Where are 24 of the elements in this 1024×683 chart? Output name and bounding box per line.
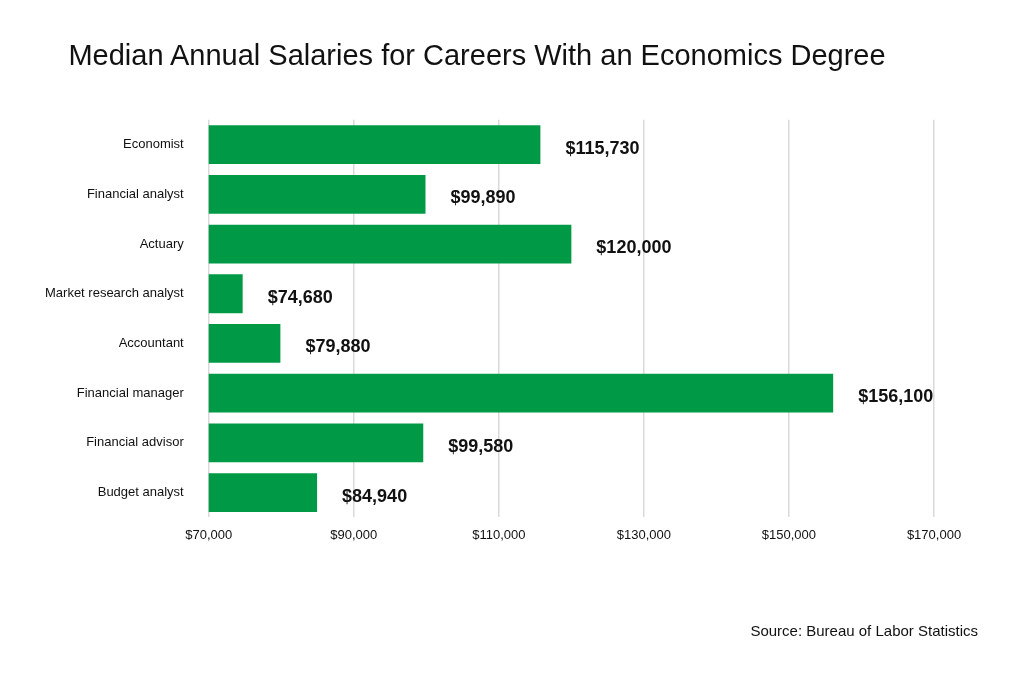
- data-label: $99,580: [448, 435, 514, 456]
- data-label: $120,000: [596, 237, 672, 258]
- x-tick-label: $90,000: [330, 526, 378, 542]
- x-tick-label: $70,000: [185, 526, 233, 542]
- x-tick-label: $170,000: [906, 526, 962, 542]
- y-tick-label: Accountant: [118, 335, 185, 351]
- chart-title: Median Annual Salaries for Careers With an Economics Degree: [68, 39, 886, 72]
- source-note: Source: Bureau of Labor Statistics: [750, 622, 978, 639]
- y-tick-label: Financial manager: [76, 384, 185, 400]
- y-tick-label: Actuary: [139, 235, 185, 251]
- x-tick-label: $110,000: [472, 526, 526, 542]
- data-label: $99,890: [450, 187, 516, 208]
- data-label: $115,730: [565, 137, 640, 158]
- y-tick-label: Financial analyst: [86, 185, 185, 201]
- data-label: $156,100: [858, 386, 934, 407]
- y-tick-label: Budget analyst: [97, 484, 185, 500]
- data-label: $79,880: [305, 336, 371, 357]
- data-label: $84,940: [342, 485, 408, 506]
- y-tick-label: Economist: [123, 136, 185, 152]
- y-tick-label: Financial advisor: [86, 434, 185, 450]
- x-tick-label: $130,000: [616, 526, 672, 542]
- data-label: $74,680: [267, 286, 333, 307]
- y-tick-label: Market research analyst: [44, 285, 185, 301]
- x-tick-label: $150,000: [761, 526, 817, 542]
